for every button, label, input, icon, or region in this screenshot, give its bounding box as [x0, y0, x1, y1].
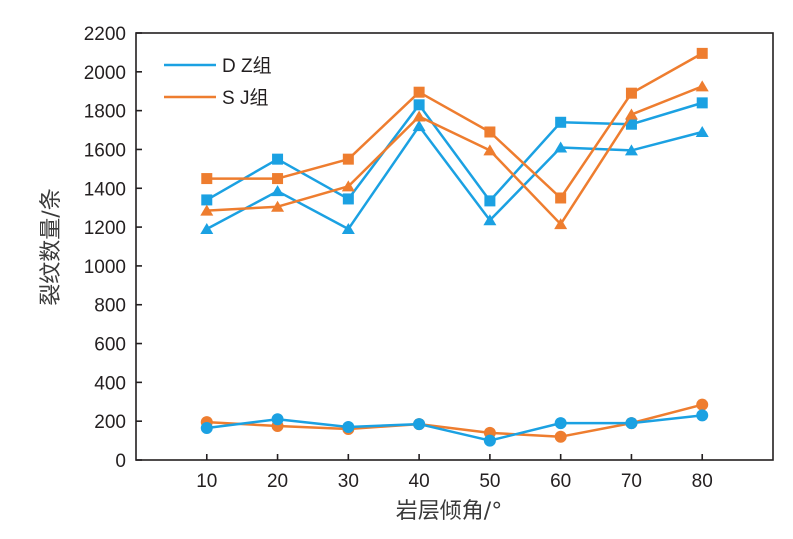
- series-line-dz-triangle: [206, 124, 703, 231]
- data-point-sj-square-30: [342, 153, 354, 165]
- data-point-dz-square-80: [696, 97, 708, 109]
- data-point-sj-triangle-60: [554, 218, 568, 230]
- legend: D Z组 S J组: [164, 55, 272, 109]
- data-point-dz-circle-10: [200, 421, 213, 434]
- data-point-dz-circle-60: [554, 417, 567, 430]
- data-point-dz-triangle-40: [412, 120, 426, 132]
- data-point-sj-circle-80: [696, 398, 709, 411]
- data-point-dz-triangle-60: [554, 141, 568, 153]
- series-sj-square: [201, 47, 708, 204]
- series-line-sj-triangle: [206, 85, 703, 226]
- series-dz-triangle: [200, 120, 709, 235]
- y-tick-label: 2200: [84, 24, 126, 45]
- series-dz-square: [201, 97, 708, 207]
- plot-frame: [135, 32, 774, 461]
- data-point-sj-circle-60: [554, 430, 567, 443]
- x-tick-label: 80: [692, 471, 713, 492]
- x-tick-label: 50: [479, 471, 500, 492]
- series-sj-triangle: [200, 80, 709, 230]
- x-tick-label: 20: [267, 471, 288, 492]
- data-point-dz-square-50: [484, 195, 496, 207]
- data-point-dz-triangle-30: [341, 223, 355, 235]
- data-point-dz-circle-30: [342, 421, 355, 434]
- x-axis-title: 岩层倾角/°: [396, 499, 502, 524]
- series-line-dz-square: [206, 101, 703, 203]
- data-point-dz-circle-80: [696, 409, 709, 422]
- data-point-dz-square-60: [555, 116, 567, 128]
- data-point-dz-square-30: [342, 193, 354, 205]
- data-point-sj-square-60: [555, 192, 567, 204]
- data-point-dz-triangle-80: [695, 125, 709, 137]
- series-layer: [200, 47, 709, 447]
- data-point-dz-square-40: [413, 99, 425, 111]
- y-tick-label: 1600: [84, 140, 126, 161]
- x-tick-label: 40: [409, 471, 430, 492]
- series-line-sj-square: [206, 52, 703, 200]
- data-point-dz-square-10: [201, 194, 213, 206]
- series-line-dz-circle: [206, 414, 703, 442]
- data-point-sj-square-40: [413, 86, 425, 98]
- x-tick-label: 30: [338, 471, 359, 492]
- data-point-sj-triangle-70: [624, 108, 638, 120]
- data-point-sj-triangle-80: [695, 80, 709, 92]
- data-point-dz-triangle-50: [483, 214, 497, 226]
- data-point-dz-circle-50: [483, 434, 496, 447]
- x-tick-label: 70: [621, 471, 642, 492]
- y-tick-label: 600: [94, 335, 126, 356]
- data-point-sj-square-70: [625, 87, 637, 99]
- data-point-dz-square-20: [272, 153, 284, 165]
- x-tick-label: 60: [550, 471, 571, 492]
- data-point-sj-triangle-30: [341, 180, 355, 192]
- y-tick-label: 1000: [84, 257, 126, 278]
- data-point-sj-triangle-50: [483, 144, 497, 156]
- data-point-sj-square-80: [696, 47, 708, 59]
- y-tick-label: 0: [115, 451, 126, 472]
- y-tick-label: 2000: [84, 63, 126, 84]
- series-line-sj-circle: [206, 403, 703, 438]
- data-point-dz-circle-70: [625, 417, 638, 430]
- data-point-dz-circle-20: [271, 413, 284, 426]
- data-point-sj-triangle-10: [200, 204, 214, 216]
- y-tick-label: 200: [94, 412, 126, 433]
- y-tick-label: 1200: [84, 218, 126, 239]
- y-tick-label: 1400: [84, 179, 126, 200]
- data-point-dz-square-70: [625, 118, 637, 130]
- y-axis-title: 裂纹数量/条: [39, 188, 64, 305]
- data-point-dz-triangle-70: [624, 144, 638, 156]
- y-tick-label: 400: [94, 373, 126, 394]
- data-point-dz-circle-40: [413, 418, 426, 431]
- data-point-sj-square-10: [201, 173, 213, 185]
- y-tick-label: 1800: [84, 102, 126, 123]
- series-sj-circle: [200, 398, 709, 443]
- data-point-sj-triangle-40: [412, 110, 426, 122]
- data-point-sj-triangle-20: [271, 200, 285, 212]
- data-point-sj-square-50: [484, 126, 496, 138]
- legend-label-sj: S J组: [222, 87, 268, 109]
- y-tick-label: 800: [94, 296, 126, 317]
- legend-label-dz: D Z组: [222, 55, 272, 77]
- data-point-sj-square-20: [272, 173, 284, 185]
- data-point-dz-triangle-10: [200, 223, 214, 235]
- data-point-dz-triangle-20: [271, 185, 285, 197]
- x-tick-label: 10: [196, 471, 217, 492]
- series-dz-circle: [200, 409, 709, 447]
- axes: 0 200 400 600 800 1000 1200 1400 1600 1800 2000 220…: [84, 24, 774, 492]
